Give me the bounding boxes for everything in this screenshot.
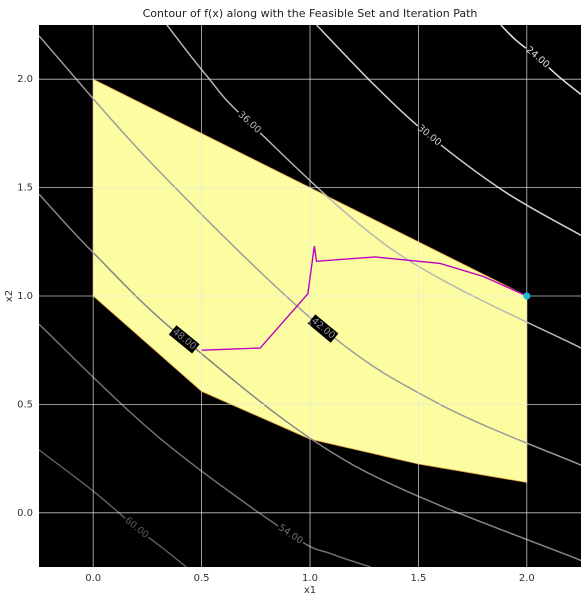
contour-line [166, 25, 581, 349]
y-tick-label: 1.5 [17, 183, 33, 194]
y-axis-label: x2 [4, 290, 15, 302]
contour-label-gap [234, 107, 265, 138]
contour-label-gap [168, 325, 200, 354]
x-tick-label: 0.5 [194, 573, 210, 584]
x-tick-label: 1.5 [410, 573, 426, 584]
contour-label-gap [121, 513, 152, 543]
iteration-path [201, 246, 528, 351]
y-tick-label: 2.0 [17, 74, 33, 85]
x-tick-label: 2.0 [519, 573, 535, 584]
y-tick-label: 1.0 [17, 291, 33, 302]
contour-label-gap [413, 121, 445, 150]
contour-label-gap [274, 521, 307, 548]
contour-line [39, 35, 581, 466]
x-axis-label: x1 [304, 585, 316, 596]
y-tick-label: 0.5 [17, 399, 33, 410]
y-tick-label: 0.0 [17, 508, 33, 519]
chart-title: Contour of f(x) along with the Feasible … [143, 7, 478, 20]
contour-label-gap [307, 314, 339, 343]
contour-line [39, 323, 371, 567]
contour-label-gap [522, 43, 553, 72]
x-tick-label: 0.0 [85, 573, 101, 584]
x-tick-label: 1.0 [302, 573, 318, 584]
solution-point [523, 292, 531, 300]
